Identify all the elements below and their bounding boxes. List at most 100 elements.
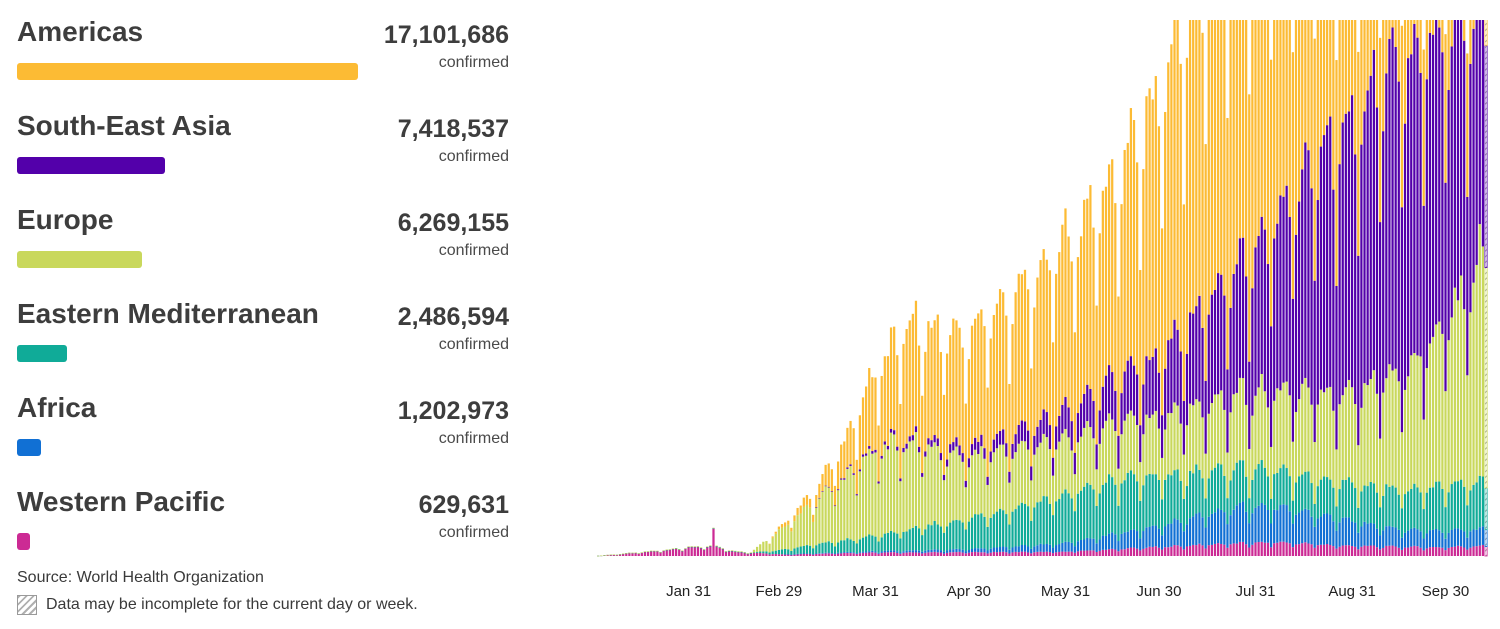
bar-south-east-asia (1279, 195, 1282, 391)
bar-europe (718, 546, 721, 548)
bar-europe (709, 545, 712, 547)
bar-africa (808, 553, 812, 555)
bar-europe (706, 546, 709, 548)
bar-africa (1195, 513, 1198, 546)
bar-eastern-mediterranean (964, 529, 967, 552)
bar-south-east-asia (1142, 384, 1145, 435)
bar-western-pacific (1055, 552, 1058, 556)
bar-south-east-asia (1285, 185, 1288, 382)
bar-eastern-mediterranean (1207, 478, 1210, 517)
bar-africa (1297, 512, 1301, 545)
bar-africa (1176, 519, 1179, 546)
bar-americas (871, 377, 874, 452)
bar-africa (1391, 526, 1394, 546)
bar-africa (1400, 537, 1404, 550)
bar-africa (1372, 523, 1375, 546)
bar-americas (1204, 144, 1207, 381)
bar-south-east-asia (874, 449, 877, 453)
bar-africa (852, 552, 855, 554)
bar-americas (812, 514, 815, 522)
bar-africa (812, 554, 815, 555)
bar-western-pacific (765, 553, 768, 556)
bar-europe (696, 546, 700, 547)
bar-eastern-mediterranean (865, 536, 868, 552)
bar-south-east-asia (1048, 425, 1052, 450)
bar-americas (986, 387, 989, 477)
bar-africa (1344, 517, 1347, 546)
bar-africa (1076, 541, 1080, 552)
bar-europe (1431, 336, 1435, 488)
bar-south-east-asia (1067, 407, 1070, 438)
bar-americas (852, 428, 855, 474)
bar-western-pacific (883, 552, 886, 556)
bar-western-pacific (893, 552, 896, 556)
bar-western-pacific (1385, 545, 1388, 556)
bar-europe (684, 548, 687, 549)
bar-western-pacific (1354, 546, 1357, 556)
bar-eastern-mediterranean (1198, 469, 1201, 513)
bar-western-pacific (731, 550, 734, 556)
bar-eastern-mediterranean (731, 550, 734, 552)
bar-europe (974, 449, 977, 515)
bar-americas (917, 345, 921, 447)
bar-western-pacific (874, 552, 877, 556)
bar-south-east-asia (939, 453, 942, 461)
bar-africa (945, 550, 949, 553)
bar-europe (1151, 414, 1154, 475)
bar-americas (1235, 20, 1238, 265)
bar-europe (1192, 405, 1195, 474)
bar-americas (1407, 20, 1410, 59)
bar-americas (1026, 289, 1030, 431)
bar-western-pacific (743, 552, 746, 556)
bar-africa (1226, 524, 1229, 548)
bar-western-pacific (924, 552, 927, 556)
bar-africa (790, 554, 793, 556)
bar-europe (784, 526, 787, 549)
bar-americas (1347, 20, 1351, 112)
bar-eastern-mediterranean (952, 520, 955, 550)
bar-europe (1058, 441, 1061, 500)
bar-africa (1210, 513, 1214, 545)
bar-western-pacific (1391, 545, 1394, 556)
bar-europe (631, 552, 634, 554)
bar-western-pacific (1372, 545, 1375, 556)
bar-western-pacific (983, 552, 986, 556)
bar-eastern-mediterranean (752, 552, 756, 554)
bar-europe (1478, 224, 1481, 476)
bar-western-pacific (796, 554, 799, 556)
bar-western-pacific (1344, 545, 1347, 556)
bar-americas (1425, 20, 1428, 80)
bar-americas (1061, 224, 1064, 405)
bar-europe (1254, 395, 1257, 470)
bar-europe (1354, 404, 1357, 489)
bar-americas (830, 469, 833, 492)
bar-africa (1132, 529, 1136, 548)
bar-eastern-mediterranean (1350, 482, 1354, 522)
bar-south-east-asia (1058, 415, 1061, 442)
bar-africa (1173, 518, 1176, 546)
bar-americas (1139, 270, 1142, 426)
bar-africa (1164, 526, 1167, 548)
bar-europe (640, 552, 643, 553)
bar-europe (662, 550, 665, 551)
bar-europe (914, 432, 918, 526)
bar-americas (1335, 60, 1338, 287)
bar-europe (1266, 407, 1270, 477)
bar-south-east-asia (1344, 113, 1347, 388)
bar-africa (1422, 538, 1425, 551)
bar-eastern-mediterranean (1307, 471, 1310, 510)
bar-africa (1245, 511, 1248, 545)
bar-south-east-asia (930, 440, 933, 447)
bar-eastern-mediterranean (1123, 480, 1126, 533)
bar-south-east-asia (855, 494, 858, 496)
bar-south-east-asia (1213, 289, 1217, 395)
bar-americas (1092, 227, 1095, 401)
bar-africa (1276, 510, 1279, 543)
bar-africa (952, 549, 955, 553)
bar-africa (1241, 501, 1245, 542)
bar-eastern-mediterranean (1120, 483, 1123, 534)
bar-americas (1207, 20, 1210, 315)
bar-western-pacific (961, 552, 964, 556)
bar-south-east-asia (933, 435, 936, 443)
bar-western-pacific (1294, 544, 1298, 556)
